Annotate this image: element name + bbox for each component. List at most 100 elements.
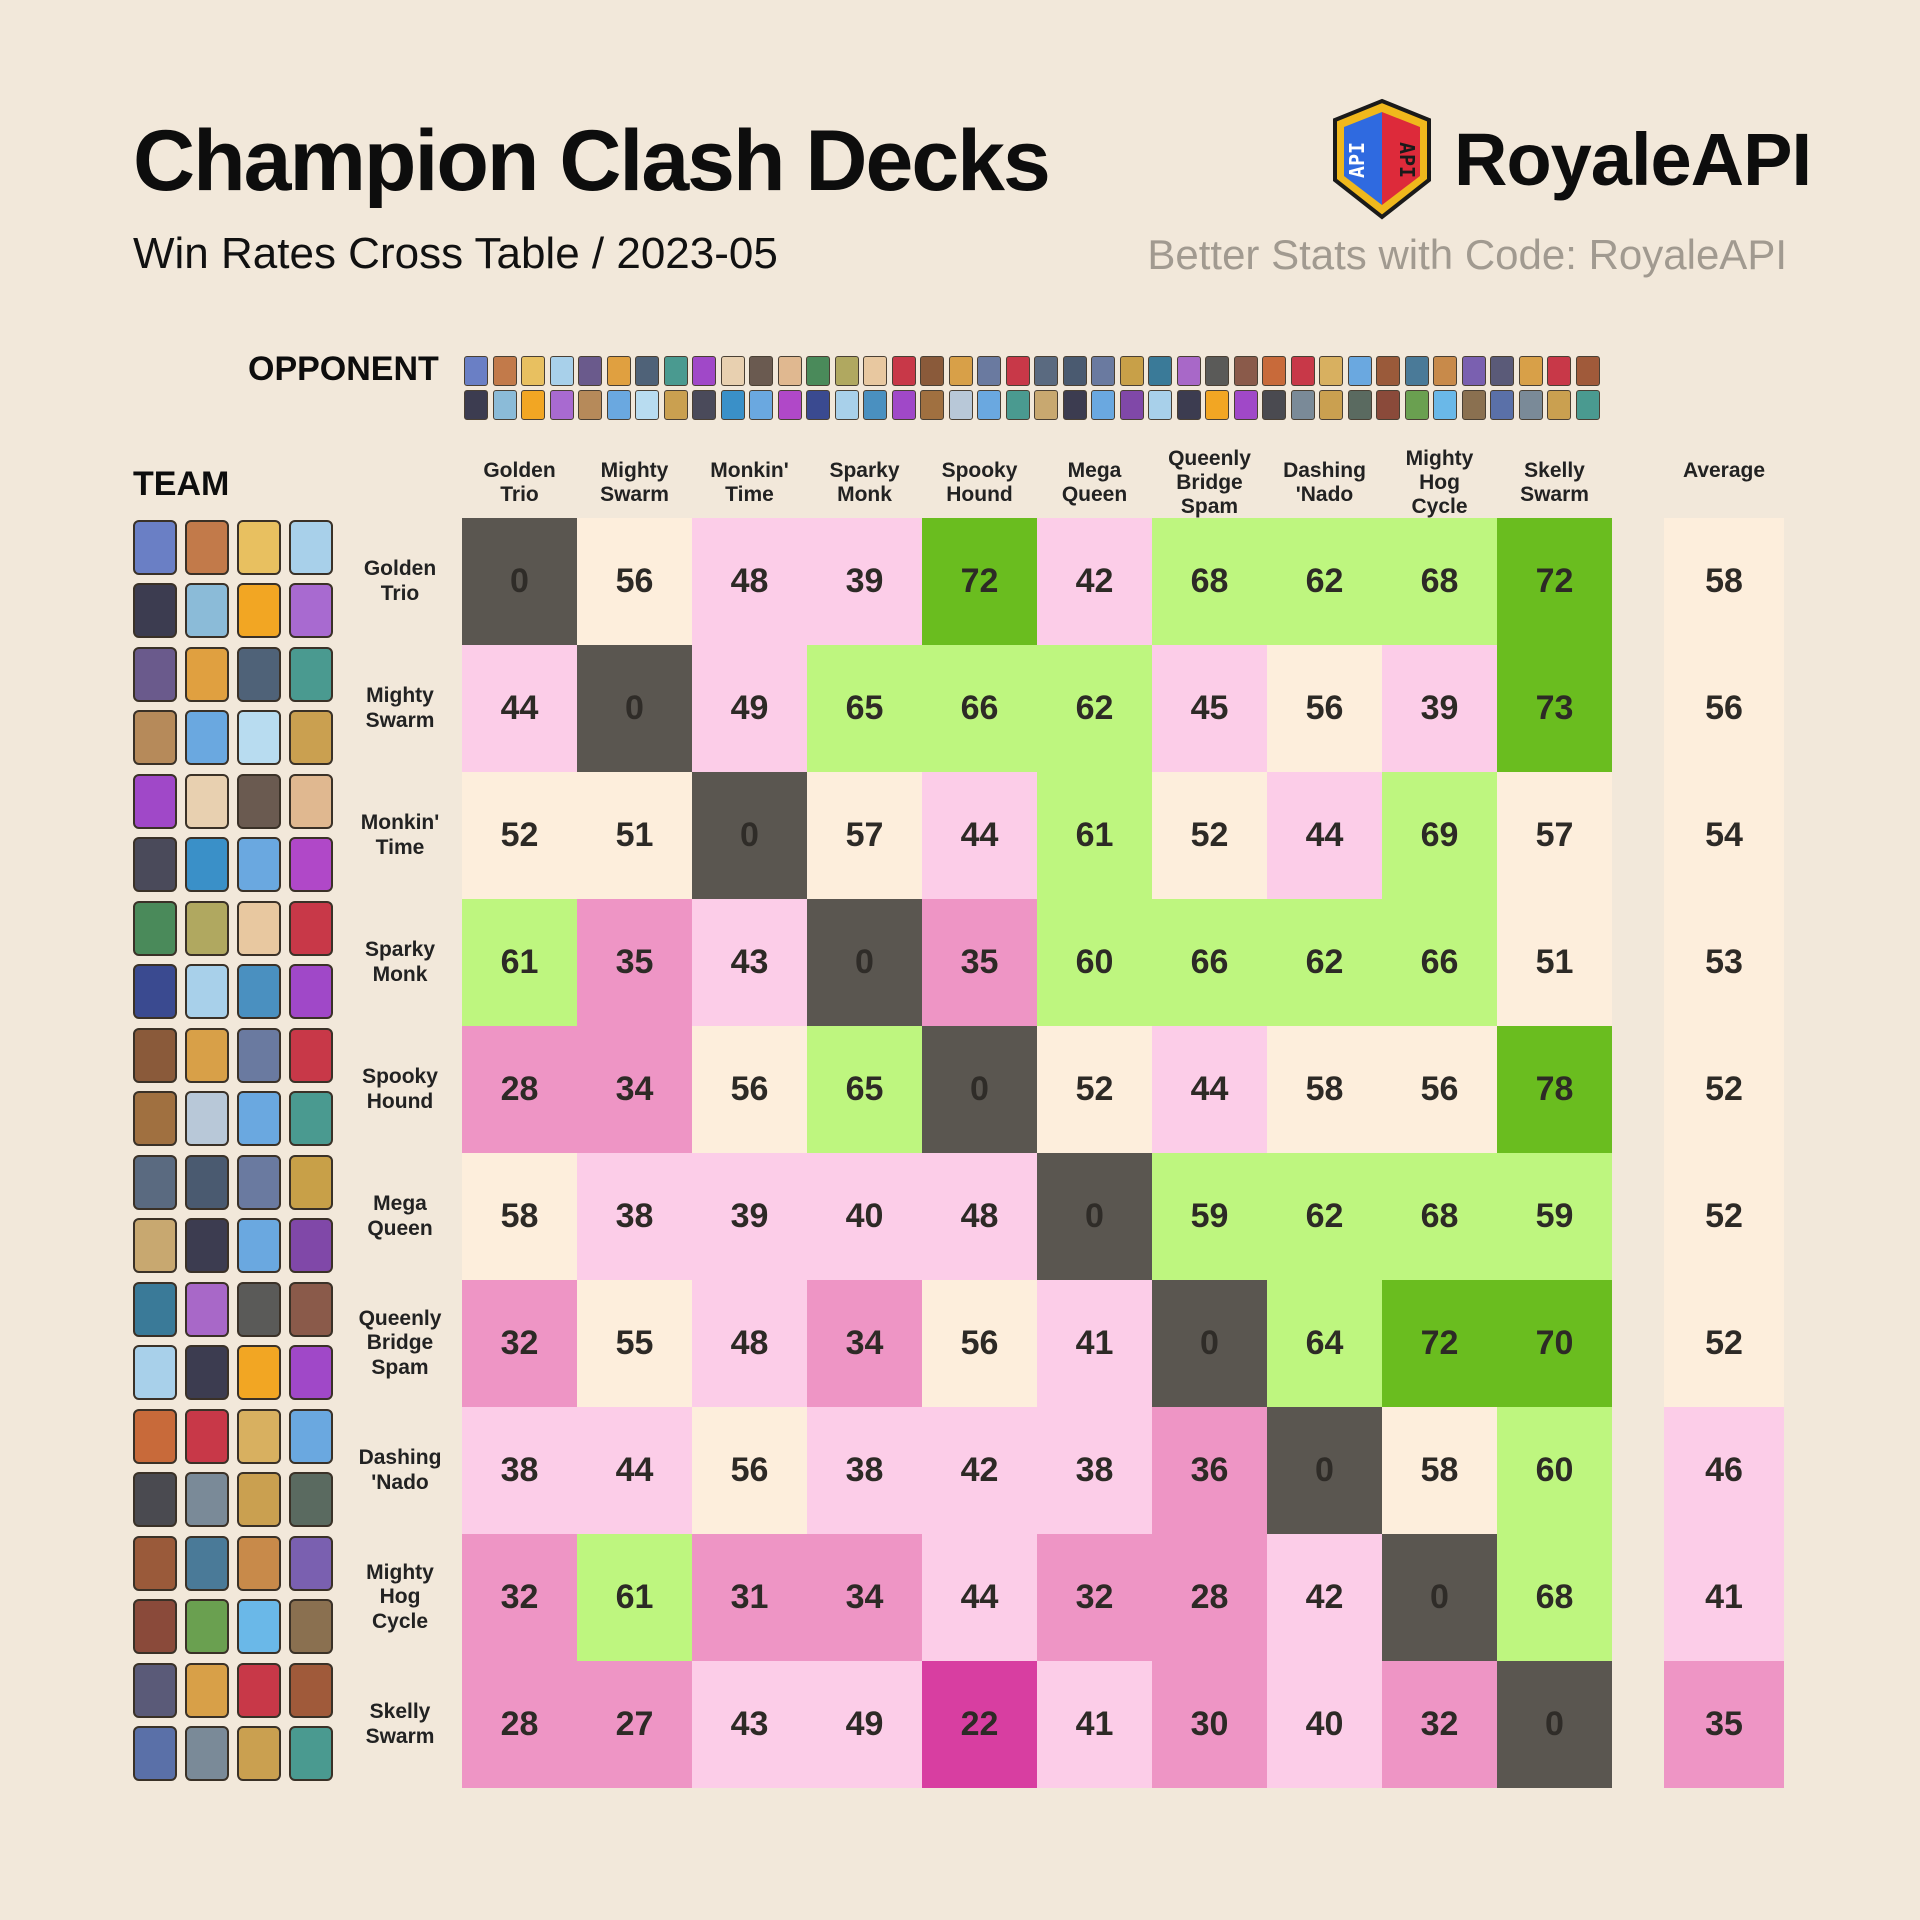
mini-card-icon (1461, 390, 1486, 420)
average-cell: 35 (1664, 1661, 1784, 1788)
team-deck (133, 1153, 338, 1280)
heatmap-cell: 58 (1382, 1407, 1497, 1534)
mini-card-icon (1376, 356, 1400, 386)
row-label: Spooky Hound (362, 1065, 438, 1113)
card-icon (289, 901, 333, 956)
mini-card-icon (720, 356, 745, 386)
heatmap-cell: 35 (922, 899, 1037, 1026)
row-label: Skelly Swarm (365, 1700, 435, 1748)
card-icon (289, 1345, 333, 1400)
row-label: Golden Trio (363, 557, 437, 605)
heatmap-cell: 38 (462, 1407, 577, 1534)
average-cell: 52 (1664, 1280, 1784, 1407)
card-icon (133, 583, 177, 638)
heatmap-cell: 43 (692, 1661, 807, 1788)
heatmap-cell: 44 (1152, 1026, 1267, 1153)
card-icon (185, 583, 229, 638)
mini-card-icon (1518, 356, 1543, 386)
heatmap-cell: 65 (807, 1026, 922, 1153)
heatmap-cell: 64 (1267, 1280, 1382, 1407)
team-deck (133, 1407, 338, 1534)
heatmap-cell: 44 (922, 772, 1037, 899)
heatmap-cell: 0 (577, 645, 692, 772)
mini-card-icon (1290, 356, 1315, 386)
mini-card-icon (1547, 390, 1571, 420)
heatmap-cell: 66 (1152, 899, 1267, 1026)
row-label: Mighty Hog Cycle (366, 1561, 434, 1633)
card-icon (289, 1155, 333, 1210)
card-icon (289, 1663, 333, 1718)
card-icon (289, 1472, 333, 1527)
heatmap-cell: 39 (1382, 645, 1497, 772)
mini-card-icon (1290, 390, 1315, 420)
heatmap-cell: 68 (1497, 1534, 1612, 1661)
mini-card-icon (1062, 356, 1087, 386)
heatmap-cell: 72 (1382, 1280, 1497, 1407)
heatmap-cell: 62 (1267, 518, 1382, 645)
mini-card-icon (1119, 356, 1144, 386)
heatmap-cell: 34 (807, 1280, 922, 1407)
card-icon (237, 1091, 281, 1146)
heatmap-cell: 39 (807, 518, 922, 645)
card-icon (133, 837, 177, 892)
mini-card-icon (777, 356, 802, 386)
column-header: Sparky Monk (829, 458, 900, 506)
card-icon (185, 1155, 229, 1210)
heatmap-cell: 68 (1382, 518, 1497, 645)
mini-card-icon (777, 390, 802, 420)
mini-card-icon (692, 390, 716, 420)
card-icon (133, 710, 177, 765)
card-icon (185, 710, 229, 765)
mini-card-icon (948, 356, 973, 386)
card-icon (185, 1282, 229, 1337)
card-icon (185, 774, 229, 829)
card-icon (133, 1472, 177, 1527)
mini-card-icon (863, 356, 887, 386)
tagline: Better Stats with Code: RoyaleAPI (1147, 231, 1787, 278)
page-title: Champion Clash Decks (133, 113, 1051, 209)
heatmap-cell: 66 (922, 645, 1037, 772)
heatmap-cell: 40 (1267, 1661, 1382, 1788)
heatmap-cell: 34 (807, 1534, 922, 1661)
heatmap-cell: 38 (1037, 1407, 1152, 1534)
heatmap-cell: 22 (922, 1661, 1037, 1788)
row-label: Sparky Monk (364, 938, 436, 986)
heatmap-cell: 60 (1037, 899, 1152, 1026)
mini-card-icon (1148, 356, 1172, 386)
card-icon (185, 1028, 229, 1083)
mini-card-icon (891, 390, 916, 420)
heatmap-cell: 56 (692, 1407, 807, 1534)
mini-card-icon (891, 356, 916, 386)
card-icon (237, 1663, 281, 1718)
average-cell: 58 (1664, 518, 1784, 645)
card-icon (237, 1028, 281, 1083)
card-icon (133, 1028, 177, 1083)
mini-card-icon (1176, 390, 1201, 420)
heatmap-cell: 38 (577, 1153, 692, 1280)
card-icon (133, 520, 177, 575)
heatmap-cell: 78 (1497, 1026, 1612, 1153)
mini-card-icon (521, 390, 545, 420)
card-icon (237, 1536, 281, 1591)
mini-card-icon (521, 356, 545, 386)
brand[interactable]: API API RoyaleAPI (1330, 98, 1812, 220)
heatmap-cell: 44 (922, 1534, 1037, 1661)
team-deck (133, 645, 338, 772)
mini-card-icon (1205, 390, 1229, 420)
heatmap-cell: 43 (692, 899, 807, 1026)
mini-card-icon (1490, 356, 1514, 386)
card-icon (185, 1345, 229, 1400)
mini-card-icon (606, 390, 631, 420)
heatmap-cell: 57 (807, 772, 922, 899)
heatmap-cell: 62 (1267, 899, 1382, 1026)
card-icon (289, 1599, 333, 1654)
heatmap-cell: 56 (922, 1280, 1037, 1407)
card-icon (185, 1091, 229, 1146)
card-icon (237, 1345, 281, 1400)
card-icon (237, 1472, 281, 1527)
mini-card-icon (749, 390, 773, 420)
card-icon (289, 1218, 333, 1273)
column-header: Spooky Hound (941, 458, 1018, 506)
mini-card-icon (549, 390, 574, 420)
opponent-axis-label: OPPONENT (248, 350, 439, 388)
